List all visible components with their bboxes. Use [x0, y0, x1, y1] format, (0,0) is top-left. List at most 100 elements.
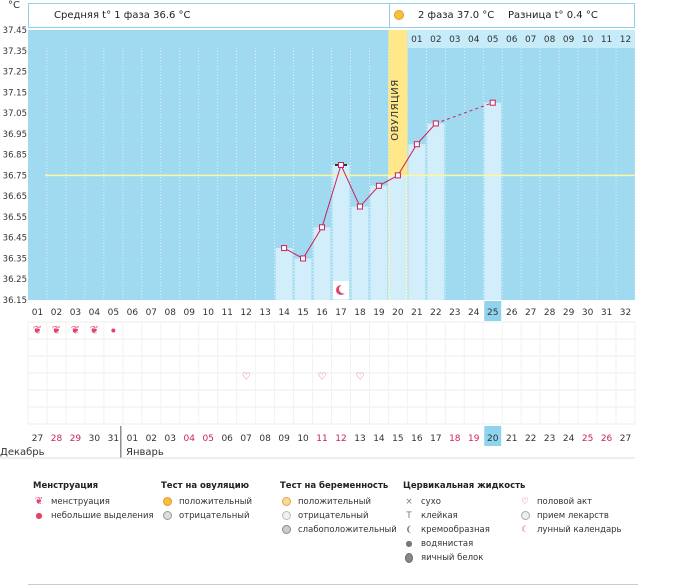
temp-point [375, 182, 382, 189]
calendar-date-label: 07 [240, 434, 251, 444]
legend-item-label: половой акт [537, 497, 593, 507]
legend-item: отрицательный [280, 509, 397, 523]
egg-negative-icon [280, 509, 292, 523]
temp-point [319, 224, 326, 231]
cycle-day-label: 05 [108, 308, 119, 318]
menstruation-icon: ❦ [52, 324, 61, 337]
moon-icon-cut [338, 284, 348, 294]
y-tick-label: 36.45 [3, 234, 27, 244]
heart-icon: ♡ [355, 371, 364, 382]
cycle-day-label: 15 [297, 308, 308, 318]
calendar-date-label: 24 [563, 434, 575, 444]
phase2-summary: 2 фаза 37.0 °C Разница t° 0.4 °C [389, 3, 635, 28]
top-day-label: 08 [544, 35, 556, 45]
legend-item-label: лунный календарь [537, 525, 622, 535]
y-tick-label: 37.45 [3, 26, 27, 36]
calendar-date-label: 30 [89, 434, 101, 444]
top-day-label: 11 [601, 35, 612, 45]
y-tick-label: 36.65 [3, 192, 27, 202]
cycle-day-label: 20 [392, 308, 404, 318]
cycle-day-label: 06 [127, 308, 139, 318]
diff-value: 0.4 °C [566, 10, 598, 21]
ovulation-column [388, 30, 408, 176]
heart-icon: ♡ [521, 497, 529, 507]
legend-item-label: небольшие выделения [51, 511, 154, 521]
calendar-date-label: 19 [468, 434, 480, 444]
temp-bar [294, 258, 312, 300]
y-tick-label: 36.95 [3, 130, 27, 140]
phase2-value: 37.0 °C [456, 10, 495, 21]
temp-point [300, 255, 307, 262]
cycle-day-label: 24 [468, 308, 480, 318]
legend-item: прием лекарств [519, 509, 622, 523]
sun-icon [394, 10, 404, 20]
calendar-date-label: 08 [259, 434, 271, 444]
y-tick-label: 37.25 [3, 68, 27, 78]
cycle-day-label: 30 [582, 308, 594, 318]
cycle-day-label: 23 [449, 308, 460, 318]
temp-bar [427, 123, 445, 300]
calendar-date-label: 01 [127, 434, 138, 444]
calendar-date-label: 20 [487, 434, 499, 444]
top-day-label: 10 [582, 35, 594, 45]
phase2-label: 2 фаза [418, 10, 454, 21]
cycle-day-label: 28 [544, 308, 556, 318]
temp-bar [484, 102, 502, 300]
temp-point [281, 245, 288, 252]
top-day-label: 01 [411, 35, 422, 45]
temp-point [489, 99, 496, 106]
cycle-day-label: 02 [51, 308, 62, 318]
cycle-day-label: 10 [202, 308, 214, 318]
legend-item-label: сухо [421, 497, 441, 507]
temp-point [394, 172, 401, 179]
legend-item: ● водянистая [403, 537, 525, 551]
top-day-band [407, 30, 635, 48]
bottom-divider [28, 584, 638, 585]
sticky-icon: T [406, 511, 412, 521]
moon-icon: ☾ [521, 525, 529, 535]
calendar-date-label: 21 [506, 434, 517, 444]
legend-item: × сухо [403, 495, 525, 509]
y-unit-label: °C [8, 0, 20, 11]
top-day-label: 12 [620, 35, 631, 45]
top-day-label: 09 [563, 35, 575, 45]
menstruation-drops-icon: ❦ [34, 496, 44, 507]
legend-item-label: положительный [179, 497, 252, 507]
menstruation-icon: ❦ [90, 324, 99, 337]
dry-icon: × [405, 497, 413, 507]
legend-item-label: отрицательный [298, 511, 369, 521]
legend-item-label: менструация [51, 497, 110, 507]
calendar-date-label: 26 [601, 434, 613, 444]
temp-bar [313, 227, 331, 300]
legend-item-label: яичный белок [421, 553, 484, 563]
temp-bar [408, 144, 426, 300]
legend-item: яичный белок [403, 551, 525, 565]
cycle-day-label: 19 [373, 308, 385, 318]
calendar-date-label: 05 [202, 434, 213, 444]
cycle-day-label: 26 [506, 308, 518, 318]
menstruation-icon: ❦ [33, 324, 42, 337]
calendar-date-label: 27 [620, 434, 631, 444]
temp-bar [351, 206, 369, 300]
legend-menstruation: Менструация ❦ менструация ● небольшие выде… [33, 481, 154, 523]
calendar-date-label: 11 [316, 434, 327, 444]
legend-title: Тест на беременность [280, 481, 389, 491]
today-date-highlight [484, 426, 502, 446]
ovulation-label: ОВУЛЯЦИЯ [390, 79, 401, 141]
temp-bar [332, 165, 350, 300]
legend-item: ☾ лунный календарь [519, 523, 622, 537]
top-day-label: 07 [525, 35, 536, 45]
cycle-day-label: 21 [411, 308, 422, 318]
legend-item: отрицательный [161, 509, 252, 523]
cycle-day-label: 16 [316, 308, 328, 318]
month-label-december: Декабрь [0, 447, 45, 458]
calendar-date-label: 06 [221, 434, 233, 444]
top-day-label: 04 [468, 35, 480, 45]
cycle-day-label: 22 [430, 308, 441, 318]
legend-item: слабоположительный [280, 523, 397, 537]
legend-item-label: прием лекарств [537, 511, 609, 521]
temp-bar [370, 185, 388, 300]
calendar-date-label: 14 [373, 434, 385, 444]
phase2-text: 2 фаза 37.0 °C [418, 4, 494, 27]
